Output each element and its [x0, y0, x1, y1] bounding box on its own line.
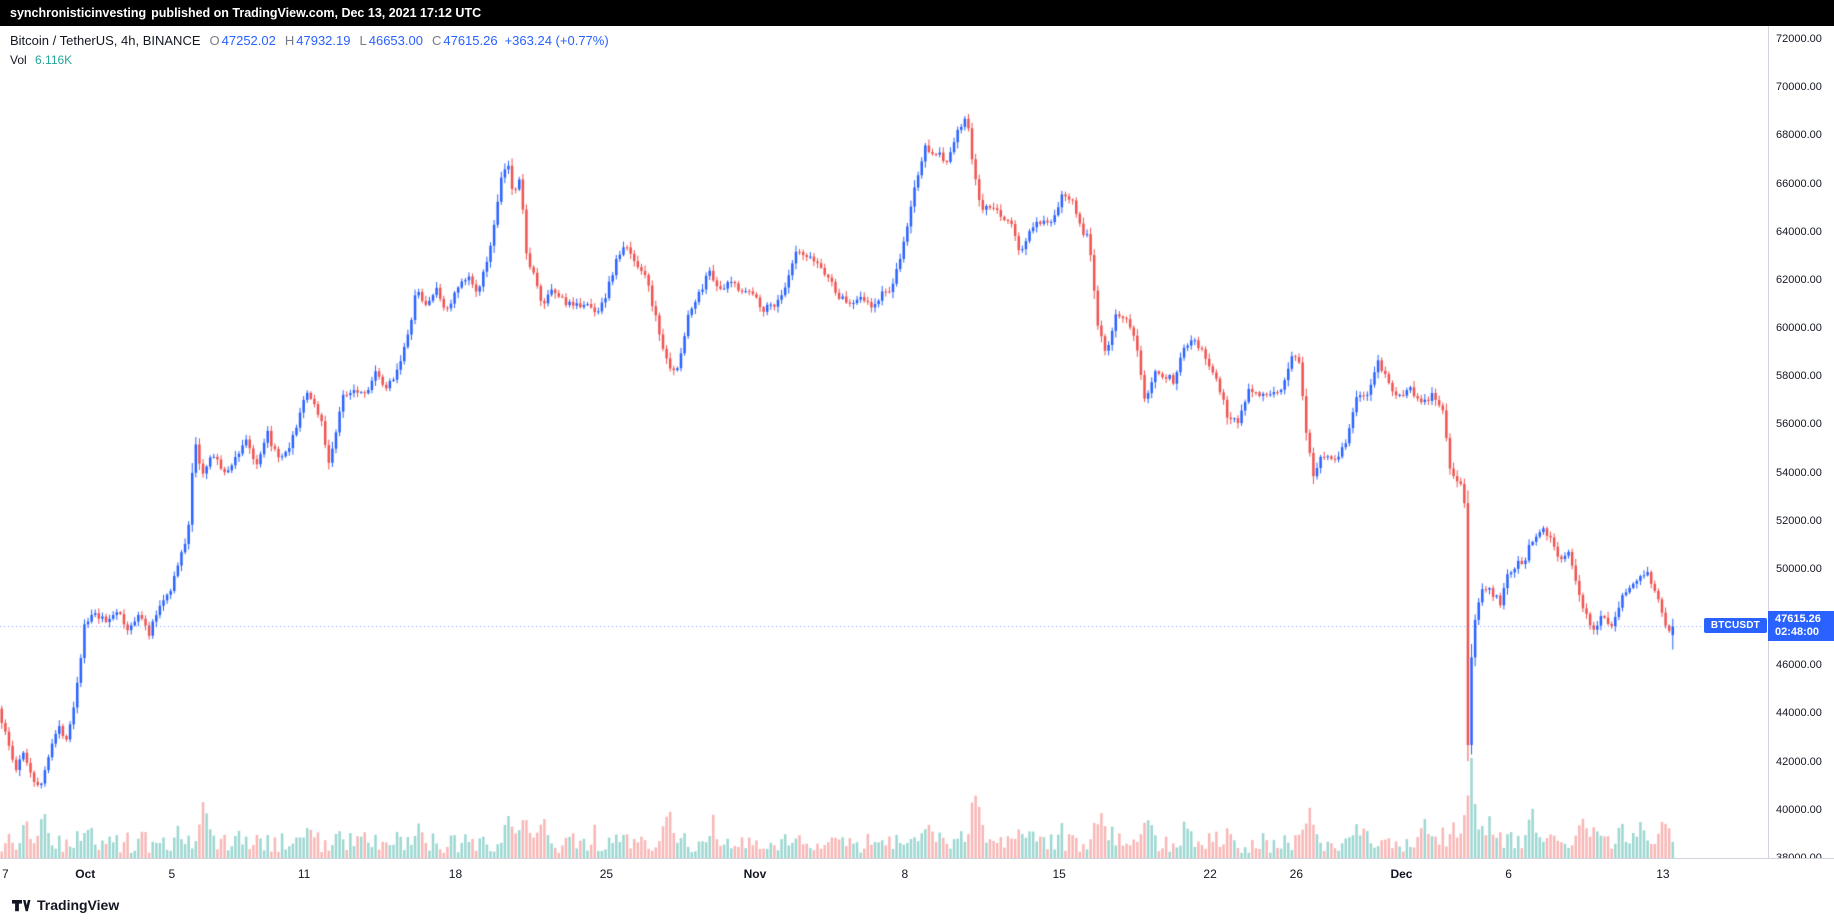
chart-legend: Bitcoin / TetherUS, 4h, BINANCE O 47252.…	[10, 33, 609, 67]
publish-bar: synchronisticinvesting published on Trad…	[0, 0, 1834, 26]
last-price-value: 47615.26	[1775, 613, 1821, 626]
price-tick: 46000.00	[1776, 659, 1822, 672]
volume-label: Vol	[10, 53, 27, 67]
price-tick: 56000.00	[1776, 418, 1822, 431]
symbol-title[interactable]: Bitcoin / TetherUS, 4h, BINANCE	[10, 33, 201, 48]
price-axis[interactable]: 72000.00 70000.00 68000.00 66000.00 64000.00…	[1768, 26, 1834, 864]
time-axis[interactable]: 7 Oct 5 11 18 25 Nov 8 15 22 26 Dec 6 13	[0, 858, 1834, 886]
price-tick: 50000.00	[1776, 562, 1822, 575]
price-tick: 68000.00	[1776, 129, 1822, 142]
price-tick: 62000.00	[1776, 273, 1822, 286]
high-value: 47932.19	[296, 33, 351, 48]
close-value: 47615.26	[443, 33, 498, 48]
time-tick: 25	[599, 867, 614, 881]
time-tick: Oct	[75, 867, 96, 881]
time-tick: 22	[1203, 867, 1217, 881]
price-tick: 40000.00	[1776, 803, 1822, 816]
price-axis-label: 47615.26 02:48:00	[1768, 611, 1834, 642]
close-label: C	[431, 33, 442, 48]
legend-volume-row: Vol 6.116K	[10, 53, 609, 67]
publish-info-text: published on TradingView.com, Dec 13, 20…	[151, 6, 482, 20]
change-value: +363.24 (+0.77%)	[504, 33, 609, 48]
volume-value: 6.116K	[35, 53, 73, 67]
price-line-symbol-badge: BTCUSDT	[1703, 618, 1767, 634]
low-value: 46653.00	[368, 33, 423, 48]
time-tick: Nov	[743, 867, 767, 881]
time-tick: 6	[1505, 867, 1512, 881]
price-tick: 60000.00	[1776, 322, 1822, 335]
time-tick: 13	[1656, 867, 1670, 881]
price-tick: 70000.00	[1776, 81, 1822, 94]
chart-area: Bitcoin / TetherUS, 4h, BINANCE O 47252.…	[0, 26, 1834, 920]
time-tick: 15	[1052, 867, 1066, 881]
time-tick: 18	[448, 867, 463, 881]
tradingview-logo-icon	[12, 899, 31, 911]
bar-countdown: 02:48:00	[1775, 626, 1820, 639]
candlestick-chart-canvas[interactable]	[0, 26, 1768, 858]
high-label: H	[284, 33, 295, 48]
price-tick: 64000.00	[1776, 225, 1822, 238]
time-tick: 8	[901, 867, 909, 881]
price-tick: 44000.00	[1776, 707, 1822, 720]
time-tick: 5	[168, 867, 176, 881]
price-tick: 54000.00	[1776, 466, 1822, 479]
time-tick: 7	[2, 867, 9, 881]
price-tick: 52000.00	[1776, 514, 1822, 527]
time-tick: 26	[1289, 867, 1304, 881]
price-tick: 42000.00	[1776, 755, 1822, 768]
time-tick: Dec	[1390, 867, 1413, 881]
price-tick: 66000.00	[1776, 177, 1822, 190]
time-tick: 11	[297, 867, 311, 881]
low-label: L	[359, 33, 367, 48]
price-tick: 58000.00	[1776, 370, 1822, 383]
tradingview-brand-link[interactable]: TradingView	[12, 890, 119, 920]
price-tick: 72000.00	[1776, 33, 1822, 45]
publisher-username: synchronisticinvesting	[10, 6, 147, 20]
tradingview-brand-text: TradingView	[37, 897, 120, 913]
open-value: 47252.02	[221, 33, 276, 48]
legend-ohlc-row: Bitcoin / TetherUS, 4h, BINANCE O 47252.…	[10, 33, 609, 48]
open-label: O	[209, 33, 220, 48]
